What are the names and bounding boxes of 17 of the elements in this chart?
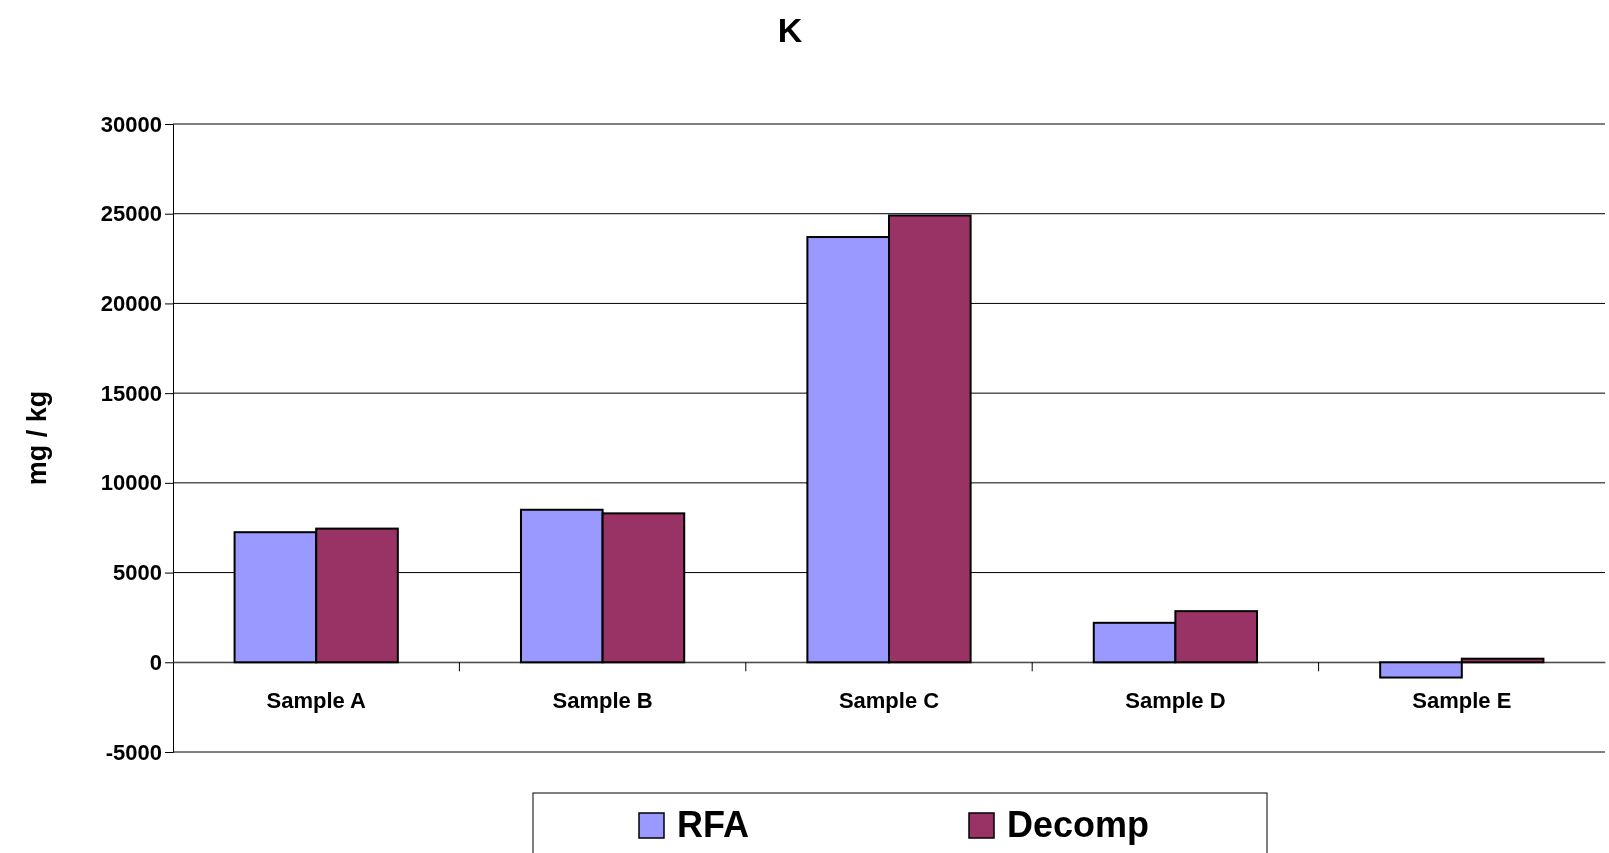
chart-title: K <box>777 11 803 49</box>
y-tick-label: 25000 <box>100 201 162 227</box>
y-tick-label: 0 <box>149 649 162 675</box>
y-tick-label: 5000 <box>113 560 162 586</box>
legend-label: Decomp <box>1007 804 1150 845</box>
y-tick-label: 15000 <box>100 380 162 406</box>
x-tick-label: Sample E <box>1412 687 1512 713</box>
y-tick-label: 20000 <box>100 290 162 316</box>
y-tick-label: 30000 <box>100 111 162 137</box>
x-tick-label: Sample A <box>266 687 367 713</box>
y-tick-label: 10000 <box>100 470 162 496</box>
x-tick-label: Sample B <box>552 687 653 713</box>
x-tick-label: Sample C <box>838 687 940 713</box>
legend-label: RFA <box>677 804 749 845</box>
x-tick-label: Sample D <box>1125 687 1226 713</box>
y-tick-label: -5000 <box>105 739 162 765</box>
y-axis-title: mg / kg <box>22 390 52 486</box>
